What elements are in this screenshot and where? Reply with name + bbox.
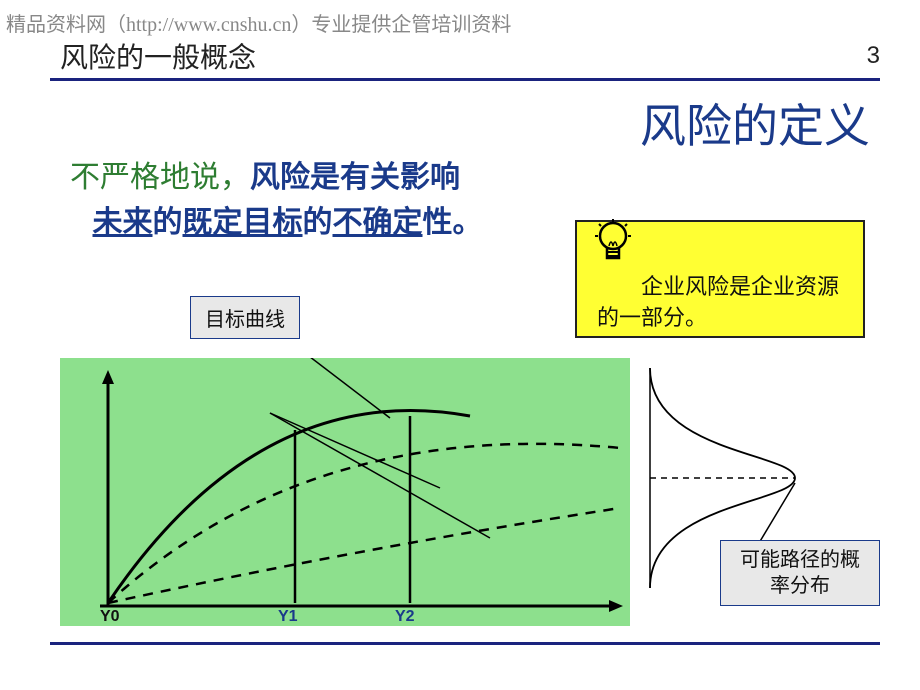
connector-target — [280, 358, 390, 418]
body-underline-future: 未来 — [93, 206, 153, 239]
chart-svg — [60, 358, 630, 626]
body-green-prefix: 不严格地说， — [70, 161, 250, 194]
x-label-y1: Y1 — [278, 608, 298, 626]
page-number: 3 — [867, 42, 880, 70]
label-distribution: 可能路径的概率分布 — [720, 540, 880, 606]
target-curve — [108, 411, 470, 603]
main-title: 风险的定义 — [640, 90, 870, 156]
callout-box: 企业风险是企业资源的一部分。 — [575, 220, 865, 338]
lightbulb-icon — [591, 218, 635, 270]
watermark-text: 精品资料网（http://www.cnshu.cn）专业提供企管培训资料 — [6, 8, 511, 37]
header-row: 风险的一般概念 3 — [60, 36, 880, 76]
chart-area — [60, 358, 630, 626]
actual-curve-lower — [108, 508, 620, 603]
body-end: 性。 — [423, 206, 483, 239]
x-label-y0: Y0 — [100, 608, 120, 626]
actual-curve-upper — [108, 444, 620, 603]
x-axis-arrow — [609, 600, 623, 612]
callout-text: 企业风险是企业资源的一部分。 — [597, 272, 849, 334]
header-partial-title: 风险的一般概念 — [60, 36, 256, 76]
bottom-divider — [50, 642, 880, 645]
body-text: 不严格地说，风险是有关影响 未来的既定目标的不确定性。 — [70, 155, 483, 245]
body-underline-uncertainty: 不确定 — [333, 206, 423, 239]
top-divider — [50, 78, 880, 81]
body-mid2: 的 — [303, 206, 333, 239]
body-blue-line1: 风险是有关影响 — [250, 161, 460, 194]
x-label-y2: Y2 — [395, 608, 415, 626]
body-underline-goal: 既定目标 — [183, 206, 303, 239]
body-mid1: 的 — [153, 206, 183, 239]
label-target-curve: 目标曲线 — [190, 296, 300, 339]
y-axis-arrow — [102, 370, 114, 384]
